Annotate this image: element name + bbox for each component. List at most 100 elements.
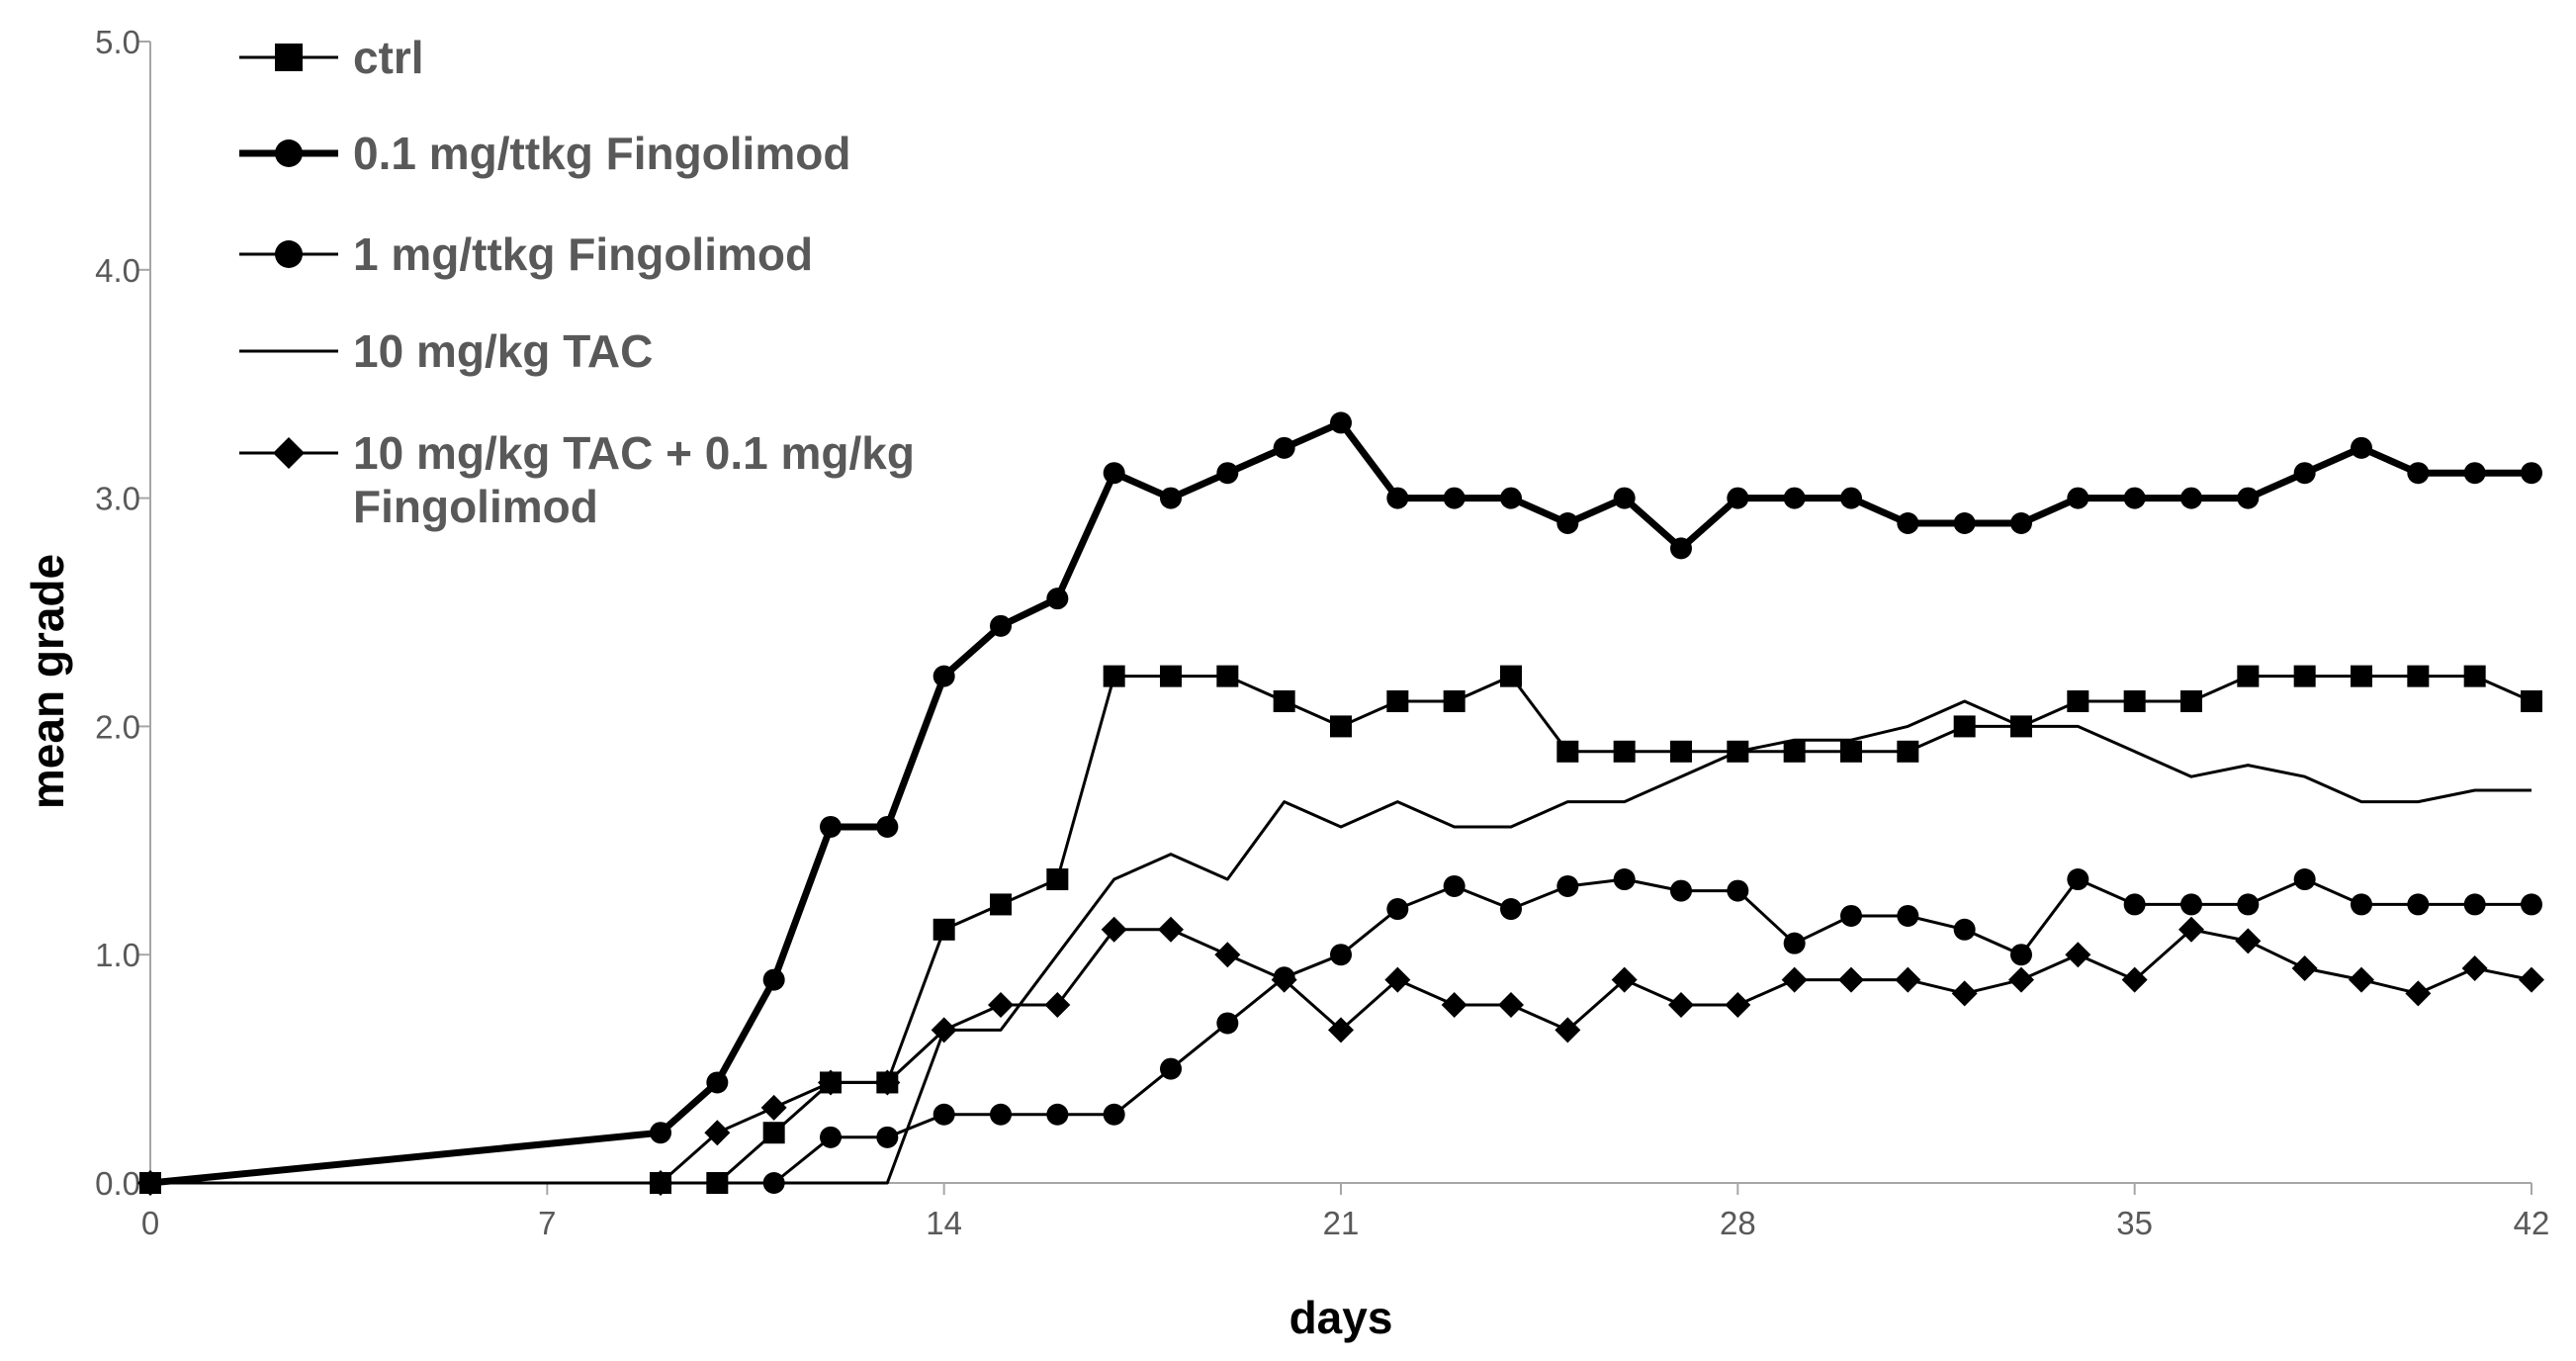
- data-point-diamond: [1044, 991, 1071, 1018]
- data-point-circle: [2407, 893, 2430, 916]
- data-point-diamond: [1781, 966, 1808, 993]
- x-tick-label: 35: [2116, 1205, 2153, 1241]
- data-point-circle: [1840, 487, 1862, 509]
- data-point-square: [1216, 665, 1239, 687]
- legend-label-line: 1 mg/ttkg Fingolimod: [353, 228, 813, 280]
- data-point-diamond: [1271, 966, 1297, 993]
- data-point-circle: [1840, 904, 1862, 927]
- data-point-diamond: [988, 991, 1014, 1018]
- data-point-circle: [876, 815, 899, 838]
- series-layer: [137, 411, 2544, 1196]
- data-point-circle: [820, 815, 842, 838]
- data-point-square: [1897, 740, 1919, 763]
- data-point-square: [1840, 740, 1862, 763]
- data-point-circle: [1103, 1103, 1125, 1126]
- data-point-circle: [1216, 1012, 1239, 1035]
- data-point-square: [990, 893, 1012, 916]
- data-point-circle: [2123, 893, 2146, 916]
- data-point-circle: [650, 1122, 671, 1144]
- data-point-diamond: [1554, 1017, 1581, 1043]
- data-point-diamond: [2121, 966, 2148, 993]
- data-point-circle: [2463, 893, 2486, 916]
- data-point-diamond: [1384, 966, 1411, 993]
- data-point-circle: [1386, 898, 1409, 921]
- data-point-square: [1443, 690, 1466, 713]
- data-point-square: [933, 918, 955, 941]
- data-point-circle: [2463, 462, 2486, 485]
- data-point-circle: [2123, 487, 2146, 509]
- data-point-diamond: [1951, 980, 1978, 1007]
- legend-label: 1 mg/ttkg Fingolimod: [353, 228, 813, 280]
- data-point-diamond: [1158, 916, 1184, 943]
- x-tick-label: 21: [1323, 1205, 1360, 1241]
- legend-label: ctrl: [353, 32, 424, 83]
- data-point-circle: [1046, 588, 1069, 610]
- data-point-square: [1670, 740, 1692, 763]
- data-point-circle: [706, 1071, 729, 1094]
- data-point-circle: [2237, 487, 2260, 509]
- data-point-circle: [2521, 462, 2542, 485]
- data-point-circle: [1046, 1103, 1069, 1126]
- data-point-circle: [1103, 462, 1125, 485]
- data-point-circle: [1386, 487, 1409, 509]
- data-point-diamond: [1101, 916, 1127, 943]
- y-tick-label: 4.0: [95, 252, 140, 289]
- data-point-square: [1046, 868, 1069, 891]
- x-tick-label: 28: [1720, 1205, 1756, 1241]
- data-point-square: [1500, 665, 1522, 687]
- data-point-square: [1103, 665, 1125, 687]
- data-point-square: [2521, 690, 2542, 713]
- data-point-circle: [1160, 487, 1182, 509]
- legend-label-line: 10 mg/kg TAC + 0.1 mg/kg: [353, 427, 915, 479]
- data-point-diamond: [137, 1170, 163, 1196]
- data-point-circle: [933, 665, 955, 687]
- data-point-diamond: [874, 1069, 901, 1096]
- x-tick-label: 14: [926, 1205, 962, 1241]
- y-tick-label: 1.0: [95, 937, 140, 973]
- data-point-square: [1953, 715, 1976, 738]
- data-point-circle: [1556, 511, 1579, 534]
- data-point-circle: [2180, 893, 2202, 916]
- data-point-circle: [1273, 436, 1295, 459]
- data-point-diamond: [2405, 980, 2432, 1007]
- data-point-diamond: [2235, 928, 2262, 954]
- series-line: [150, 699, 2532, 1185]
- data-point-circle: [876, 1126, 899, 1148]
- data-point-square: [1330, 715, 1352, 738]
- data-point-circle: [1670, 537, 1692, 560]
- data-point-circle: [1897, 904, 1919, 927]
- data-point-circle: [2237, 893, 2260, 916]
- data-point-diamond: [1838, 966, 1864, 993]
- x-tick-label: 42: [2514, 1205, 2550, 1241]
- data-point-circle: [1783, 487, 1806, 509]
- data-point-square: [1273, 690, 1295, 713]
- data-point-square: [2067, 690, 2089, 713]
- data-point-diamond: [1441, 991, 1467, 1018]
- data-point-diamond: [2461, 955, 2488, 982]
- x-tick-label: 0: [141, 1205, 159, 1241]
- data-point-square: [2351, 665, 2372, 687]
- data-point-square: [2407, 665, 2430, 687]
- data-point-diamond: [1611, 966, 1638, 993]
- data-point-circle: [2180, 487, 2202, 509]
- data-point-circle: [820, 1126, 842, 1148]
- data-point-circle: [275, 240, 303, 268]
- series-1: [139, 411, 2542, 1194]
- data-point-square: [1160, 665, 1182, 687]
- data-point-circle: [2010, 511, 2032, 534]
- data-point-square: [1613, 740, 1636, 763]
- data-point-diamond: [2291, 955, 2318, 982]
- y-tick-label: 5.0: [95, 24, 140, 60]
- data-point-diamond: [2065, 942, 2091, 968]
- legend-label-line: 10 mg/kg TAC: [353, 325, 653, 377]
- data-point-circle: [1897, 511, 1919, 534]
- data-point-circle: [1670, 879, 1692, 902]
- y-tick-label: 3.0: [95, 481, 140, 517]
- data-point-square: [1783, 740, 1806, 763]
- data-point-circle: [1953, 511, 1976, 534]
- data-point-circle: [1443, 487, 1466, 509]
- data-point-square: [1556, 740, 1579, 763]
- data-point-circle: [1727, 487, 1749, 509]
- data-point-diamond: [1668, 991, 1694, 1018]
- series-4: [137, 916, 2544, 1196]
